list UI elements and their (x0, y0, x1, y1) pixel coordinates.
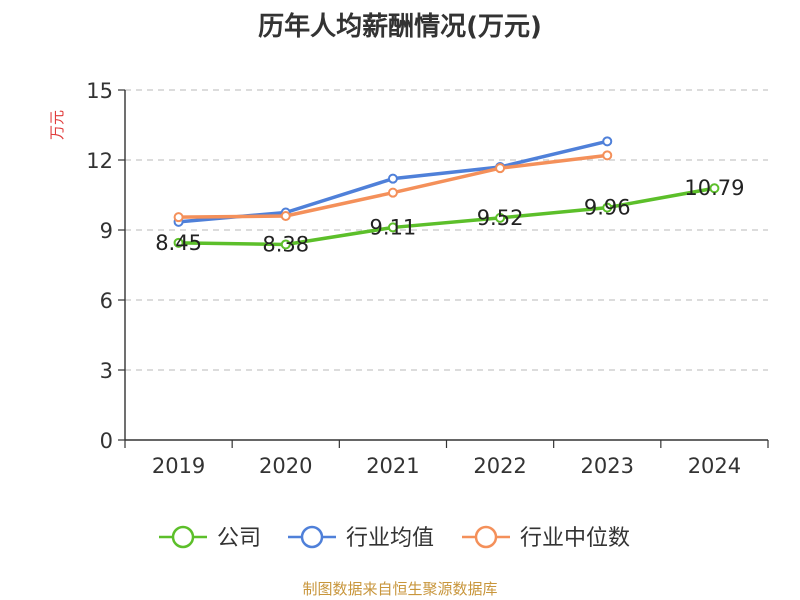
x-tick-label: 2023 (581, 454, 634, 478)
data-label: 9.96 (584, 196, 631, 220)
data-label: 9.11 (370, 215, 417, 239)
series-line (176, 186, 717, 247)
x-tick-label: 2021 (366, 454, 419, 478)
y-tick-label: 15 (86, 79, 113, 103)
y-tick-label: 12 (86, 149, 113, 173)
legend-label: 行业均值 (346, 526, 434, 551)
x-tick-label: 2024 (688, 454, 741, 478)
data-point (173, 212, 184, 223)
y-tick-label: 3 (100, 359, 113, 383)
data-point (387, 187, 398, 198)
data-point (602, 150, 613, 161)
data-point (387, 222, 398, 233)
legend-marker (171, 525, 195, 549)
legend-marker (474, 525, 498, 549)
series-line (176, 153, 609, 219)
data-label: 8.38 (262, 232, 309, 256)
legend-marker (300, 525, 324, 549)
data-label: 9.52 (477, 206, 524, 230)
y-tick-label: 9 (100, 219, 113, 243)
data-label: 10.79 (684, 176, 744, 200)
data-point (709, 183, 720, 194)
chart-title: 历年人均薪酬情况(万元) (258, 12, 542, 42)
x-tick-label: 2019 (152, 454, 205, 478)
data-point (280, 239, 291, 250)
x-tick-label: 2020 (259, 454, 312, 478)
y-tick-label: 0 (100, 429, 113, 453)
data-point (387, 173, 398, 184)
data-point (602, 136, 613, 147)
data-point (280, 211, 291, 221)
y-tick-label: 6 (100, 289, 113, 313)
data-point (495, 212, 506, 223)
data-label: 8.45 (155, 231, 202, 255)
legend-label: 公司 (217, 526, 261, 551)
data-point (173, 237, 184, 248)
data-point (495, 163, 506, 174)
legend-label: 行业中位数 (520, 526, 630, 551)
y-axis-label: 万元 (48, 110, 66, 140)
source-note: 制图数据来自恒生聚源数据库 (302, 580, 498, 598)
data-point (602, 202, 613, 213)
x-tick-label: 2022 (473, 454, 526, 478)
